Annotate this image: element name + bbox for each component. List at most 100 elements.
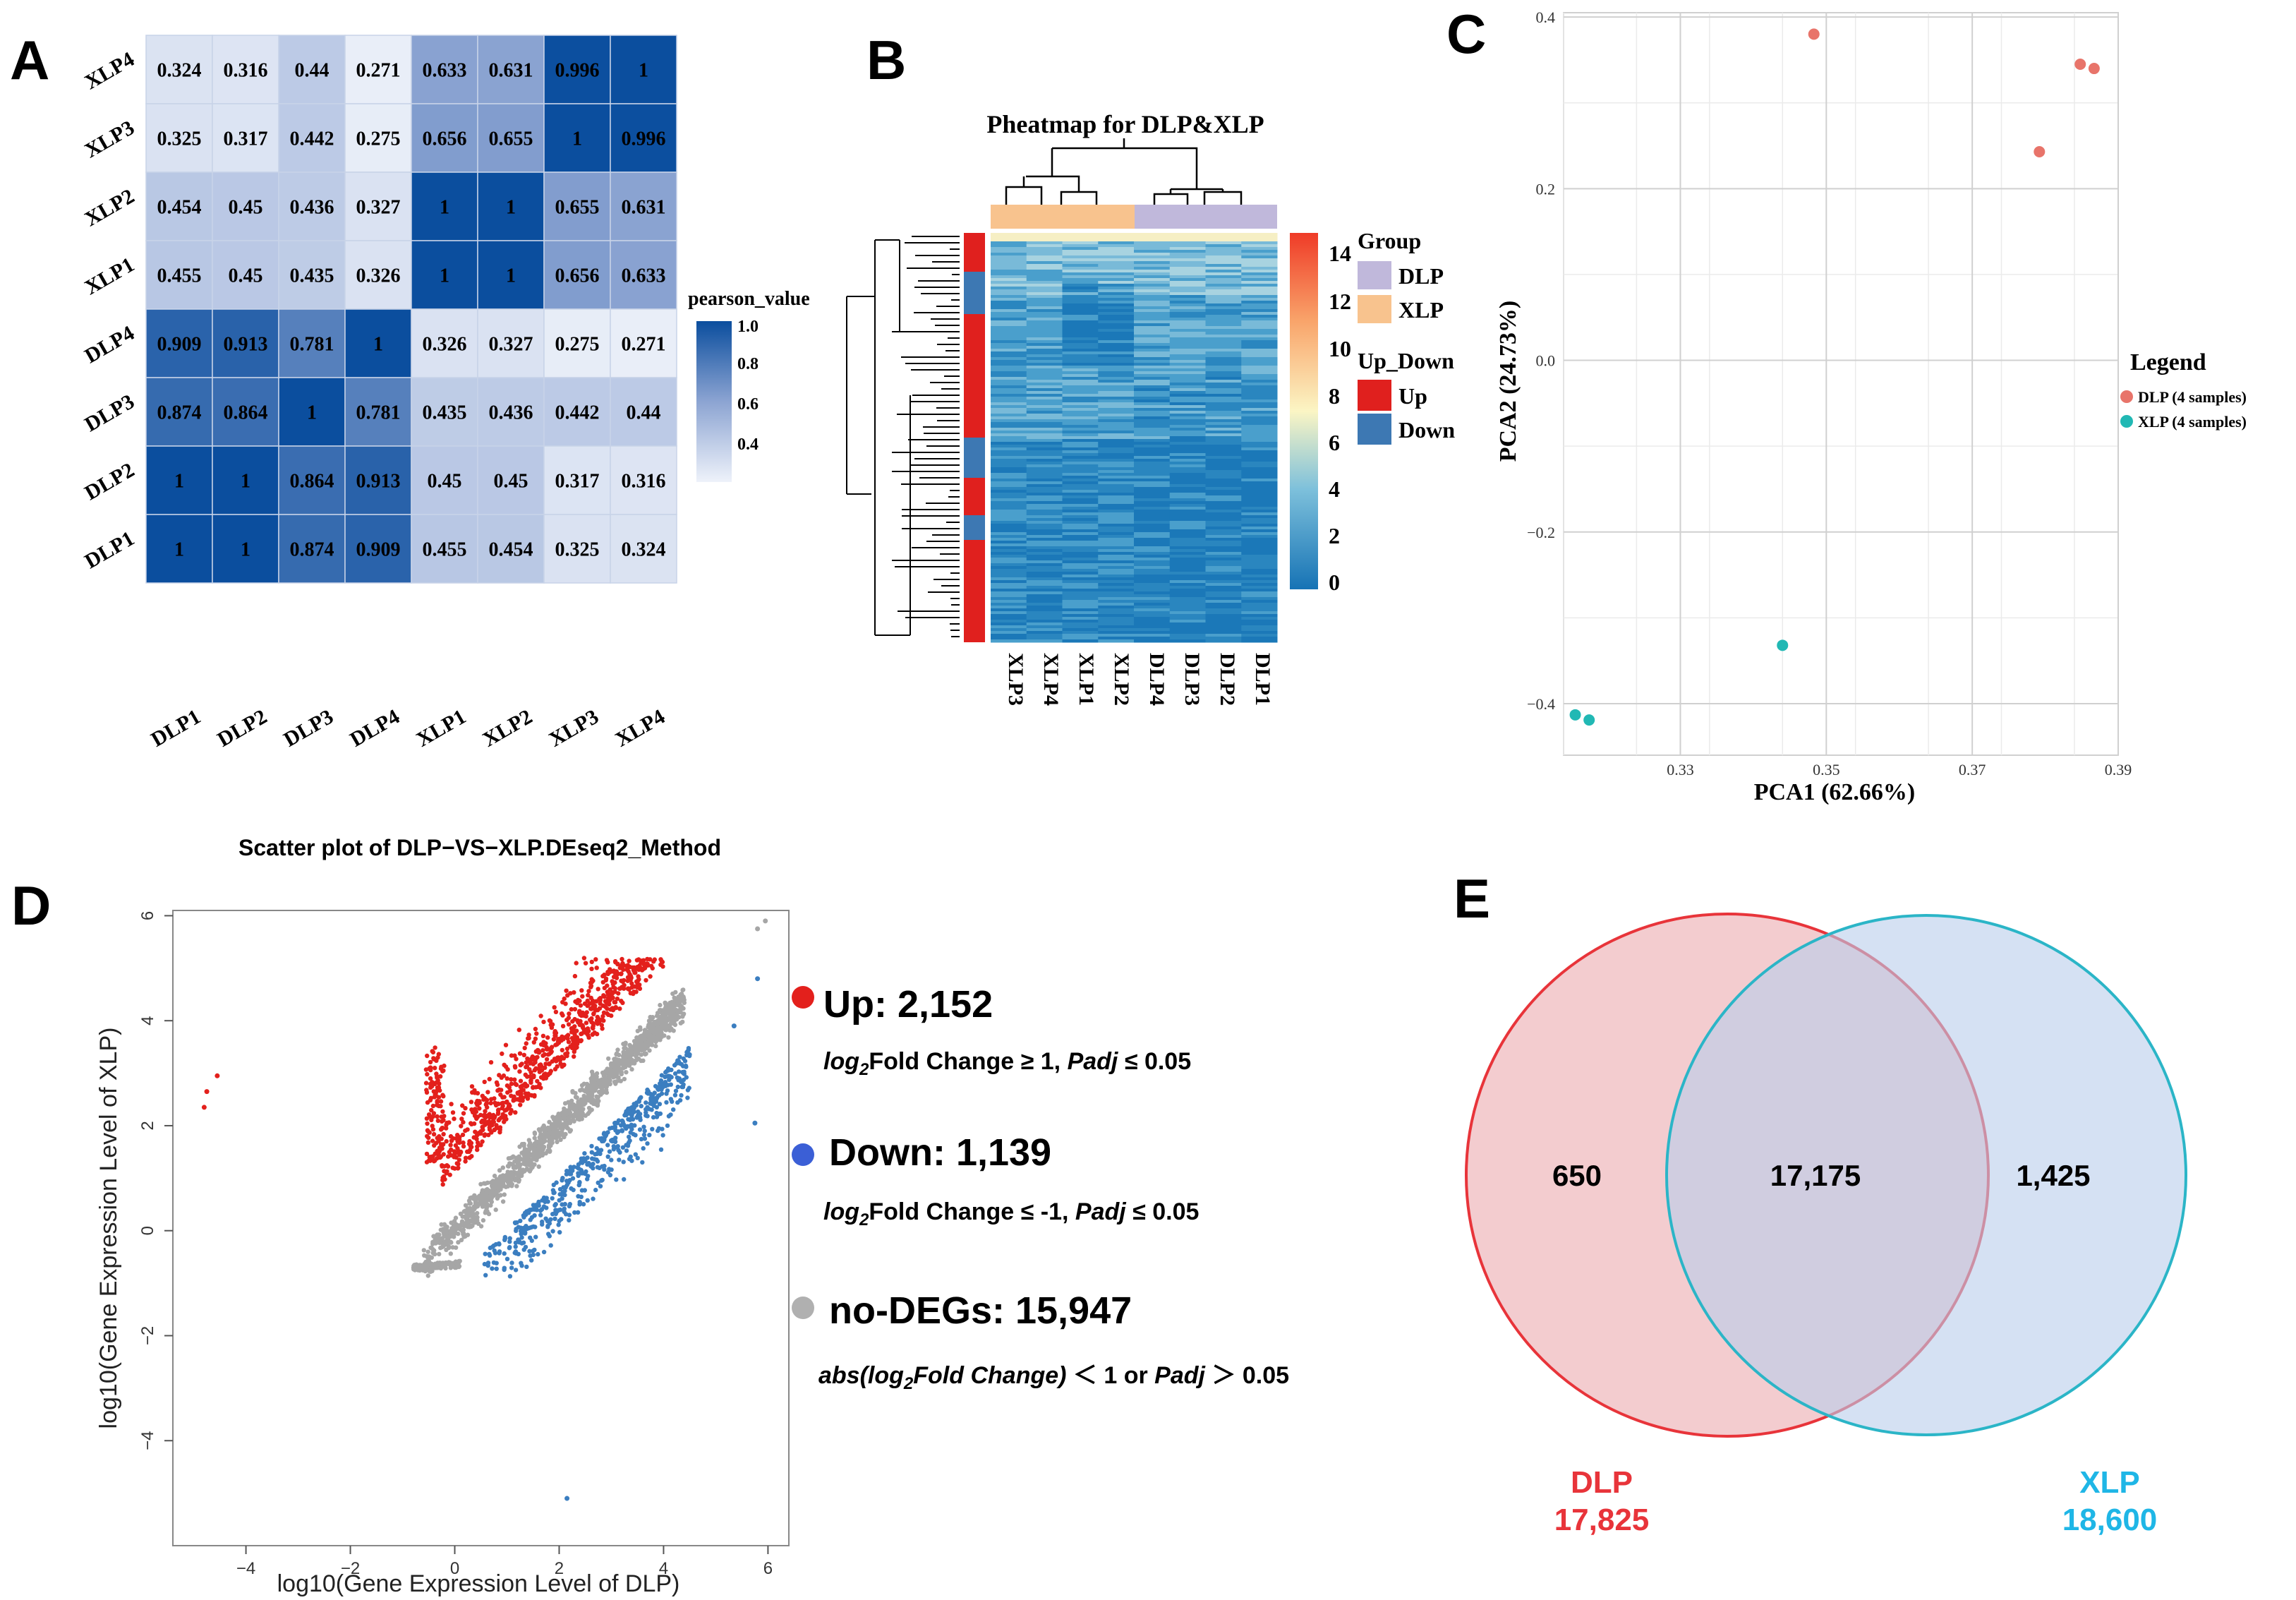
ma-point [598,1081,603,1085]
ma-point [441,1131,446,1137]
heatmap-b-cell [1205,608,1242,612]
heatmap-b-cell [1026,639,1063,643]
heatmap-b-cell [1205,552,1242,555]
heatmap-b-cell [1241,617,1278,620]
heatmap-b-cell [1062,247,1099,251]
heatmap-b-cell [1169,549,1206,553]
ma-point [586,989,591,994]
ma-point [659,1073,665,1078]
heatmap-b-cell [1169,575,1206,578]
heatmap-b-cell [1098,538,1135,541]
heatmap-a-cell [145,445,213,515]
heatmap-b-cell [1205,340,1242,344]
ma-point [666,1073,671,1078]
heatmap-a-col-label: DLP2 [214,705,271,752]
ma-point [425,1121,430,1126]
heatmap-b-cell [1062,357,1099,361]
row-dendrogram [846,236,960,637]
heatmap-b-cell [1134,397,1171,400]
ma-point [584,1030,588,1035]
heatmap-b-cell [1026,363,1063,366]
ma-point [479,1199,484,1204]
ma-point [622,1046,627,1051]
heatmap-b-cell [1134,306,1171,310]
heatmap-b-cell [1241,558,1278,561]
ma-x-tick-label: −4 [236,1559,255,1578]
heatmap-b-cell [1241,241,1278,245]
ma-point [663,1028,669,1033]
heatmap-b-cell [1205,261,1242,265]
heatmap-b-cell [1098,422,1135,426]
heatmap-b-cell [1062,289,1099,293]
heatmap-b-cell [1134,250,1171,253]
heatmap-b-cell [991,380,1027,383]
heatmap-a-col-label: XLP1 [413,705,470,752]
heatmap-b-cell [1205,397,1242,400]
ma-point [608,1126,612,1131]
ma-point [632,1102,636,1107]
ma-point [491,1119,496,1124]
ma-point [612,1120,618,1126]
heatmap-b-cell [1062,518,1099,522]
heatmap-a-cell [610,377,677,447]
heatmap-b-cell [1205,467,1242,471]
heatmap-b-cell [991,255,1027,259]
heatmap-b-cell [1098,335,1135,338]
ma-point [563,1001,568,1006]
heatmap-b-cell [1241,538,1278,541]
heatmap-a-cell [145,35,213,104]
colorbar-a-tick: 0.6 [737,395,759,414]
heatmap-b-cell [1062,433,1099,437]
ma-point [612,1079,617,1085]
ma-point [430,1124,435,1129]
ma-point [445,1164,451,1169]
ma-point [589,1100,594,1105]
ma-point [615,1067,620,1072]
heatmap-b-cell [1205,625,1242,629]
ma-point [532,1068,537,1073]
heatmap-b-cell [1026,258,1063,262]
heatmap-b-cell [1026,351,1063,355]
heatmap-b-cell [1134,552,1171,555]
ma-point [442,1114,447,1119]
heatmap-b-cell [1169,233,1206,236]
heatmap-b-cell [1134,467,1171,471]
heatmap-b-cell [1241,594,1278,598]
heatmap-b-cell [1026,292,1063,296]
ma-point [593,1187,598,1193]
heatmap-b-cell [1026,320,1063,324]
heatmap-b-cell [991,397,1027,400]
ma-point [675,1012,679,1017]
heatmap-b-cell [1062,555,1099,558]
heatmap-b-cell [1062,298,1099,301]
ma-point [425,1273,430,1278]
heatmap-b-cell [1134,335,1171,338]
ma-point [610,1138,615,1144]
heatmap-b-cell [1026,284,1063,287]
ma-point [640,967,645,972]
heatmap-b-cell [1098,518,1135,522]
heatmap-b-cell [991,371,1027,375]
ma-point [502,1251,507,1256]
heatmap-a-cell-value: 0.454 [489,539,533,561]
ma-point [428,1067,433,1073]
ma-point [538,1062,543,1067]
heatmap-b-cell [1241,560,1278,564]
heatmap-b-cell [1169,538,1206,541]
heatmap-b-cell [1062,473,1099,476]
heatmap-b-cell [1169,566,1206,570]
heatmap-b-cell [1205,535,1242,539]
ma-point [445,1230,449,1235]
legend-label-up: Up [1398,383,1427,409]
ma-point [571,1117,576,1123]
ma-point [601,1018,606,1023]
heatmap-b-cell [1134,363,1171,366]
ma-point [552,1005,557,1010]
heatmap-a-cell-value: 0.655 [555,197,600,219]
heatmap-b-cell [1098,309,1135,313]
heatmap-b-cell [1134,555,1171,558]
heatmap-b-cell [1026,552,1063,555]
colorbar-a [696,321,732,482]
ma-point [464,1215,469,1221]
ma-point [583,961,588,966]
